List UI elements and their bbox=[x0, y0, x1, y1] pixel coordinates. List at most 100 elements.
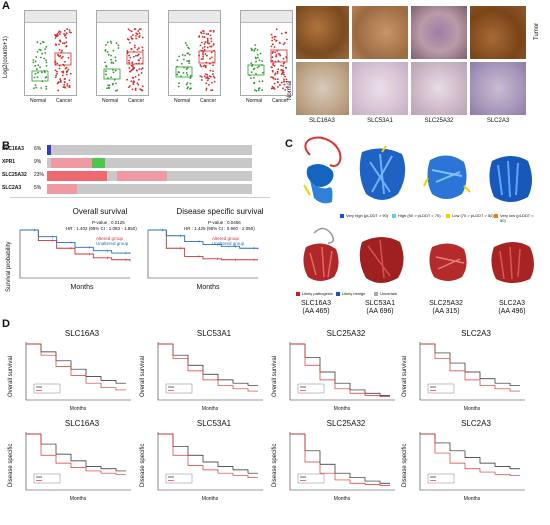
oncoprint-pct-4: 5% bbox=[34, 185, 42, 191]
normal-box bbox=[175, 66, 193, 78]
legend-swatch-uncertain bbox=[374, 292, 378, 296]
cancer-point bbox=[277, 68, 280, 71]
normal-point bbox=[185, 44, 188, 47]
cancer-point bbox=[62, 70, 65, 73]
normal-point bbox=[250, 49, 253, 52]
cancer-point bbox=[64, 60, 66, 63]
cancer-point bbox=[136, 82, 139, 85]
normal-point bbox=[178, 82, 180, 85]
cancer-point bbox=[57, 31, 60, 34]
cancer-point bbox=[202, 58, 204, 60]
cancer-point bbox=[199, 44, 202, 47]
cancer-point bbox=[128, 61, 131, 64]
cancer-point bbox=[203, 64, 206, 67]
cancer-point bbox=[132, 68, 134, 70]
km-dss-hr: HR : 1.425 (95% CI : 0.960 - 2.050) bbox=[184, 226, 255, 231]
cancer-point bbox=[208, 83, 210, 86]
normal-point bbox=[186, 82, 189, 84]
cancer-point bbox=[273, 73, 276, 76]
legend-very-high: Very high (pLDDT > 90) bbox=[346, 213, 389, 218]
cancer-point bbox=[65, 32, 68, 35]
cancer-point bbox=[54, 69, 57, 72]
normal-point bbox=[110, 42, 113, 44]
ihc-normal-slc16a3 bbox=[295, 61, 350, 116]
cancer-point bbox=[200, 31, 202, 34]
cancer-point bbox=[138, 35, 141, 37]
cancer-point bbox=[210, 29, 212, 32]
oncoprint-row-1 bbox=[47, 145, 252, 155]
struct-name-2: SLC53A1 bbox=[365, 300, 395, 307]
cancer-point bbox=[64, 33, 67, 36]
d-survival-plot bbox=[157, 342, 263, 401]
cancer-point bbox=[271, 85, 274, 88]
normal-point bbox=[250, 77, 252, 80]
cancer-point bbox=[69, 72, 72, 75]
normal-point bbox=[33, 87, 35, 90]
cancer-point bbox=[136, 48, 139, 51]
oncoprint-row-3 bbox=[47, 171, 252, 181]
cancer-point bbox=[209, 69, 212, 72]
cancer-point bbox=[139, 57, 142, 60]
normal-point bbox=[250, 62, 253, 65]
cancer-point bbox=[200, 58, 203, 61]
normal-point bbox=[189, 77, 192, 80]
km-title-dss: Disease specific survival bbox=[176, 207, 264, 216]
km-axes bbox=[147, 230, 258, 279]
oncoprint-gene-3: SLC25A32 bbox=[2, 172, 27, 178]
ihc-tumor-slc2a3 bbox=[469, 5, 527, 60]
d-axes bbox=[25, 342, 131, 401]
box-plot-panel: SLC53A1 bbox=[96, 10, 149, 96]
d-plot-title: SLC53A1 bbox=[196, 329, 232, 338]
structure-plddt-slc53a1 bbox=[359, 145, 406, 200]
normal-point bbox=[115, 82, 117, 85]
normal-point bbox=[45, 61, 48, 64]
cancer-point bbox=[209, 45, 212, 48]
cancer-box bbox=[126, 51, 144, 65]
normal-point bbox=[43, 57, 46, 60]
panel-a-y-axis-label: Log2(counts+1) bbox=[3, 36, 9, 78]
cancer-point bbox=[63, 78, 66, 80]
cancer-point bbox=[60, 57, 63, 59]
cancer-point bbox=[282, 65, 285, 67]
struct-aa-4: (AA 496) bbox=[498, 308, 526, 315]
normal-point bbox=[107, 53, 110, 56]
normal-point bbox=[110, 61, 113, 64]
struct-aa-2: (AA 696) bbox=[366, 308, 394, 315]
normal-point bbox=[256, 53, 259, 56]
normal-point bbox=[182, 71, 185, 74]
cancer-point bbox=[137, 30, 140, 32]
cancer-point bbox=[201, 47, 204, 49]
normal-point bbox=[110, 76, 112, 79]
normal-point bbox=[261, 71, 264, 74]
panel-a-label: A bbox=[2, 0, 10, 12]
normal-point bbox=[254, 56, 257, 59]
normal-point bbox=[114, 59, 117, 62]
cancer-point bbox=[277, 86, 279, 88]
cancer-point bbox=[131, 61, 134, 64]
ihc-tumor-slc53a1 bbox=[351, 5, 409, 60]
cancer-point bbox=[271, 56, 274, 59]
cancer-point bbox=[200, 76, 203, 78]
oncoprint-gene-4: SLC2A3 bbox=[2, 185, 22, 191]
normal-box bbox=[247, 64, 265, 76]
cancer-point bbox=[57, 89, 60, 92]
d-survival-curve bbox=[420, 343, 520, 386]
normal-point bbox=[186, 73, 189, 76]
cancer-point bbox=[282, 62, 285, 65]
cancer-point bbox=[54, 76, 57, 79]
normal-point bbox=[104, 61, 107, 64]
cancer-point bbox=[68, 86, 71, 89]
normal-point bbox=[107, 86, 110, 89]
normal-point bbox=[256, 49, 259, 51]
cancer-point bbox=[212, 43, 215, 46]
normal-point bbox=[45, 85, 48, 88]
normal-point bbox=[186, 87, 189, 90]
normal-point bbox=[261, 89, 263, 91]
normal-point bbox=[181, 54, 184, 56]
cancer-point bbox=[275, 55, 278, 58]
cancer-point bbox=[130, 36, 133, 38]
box-plot-svg bbox=[103, 28, 144, 92]
normal-point bbox=[185, 72, 188, 74]
box-label-normal: Normal bbox=[174, 98, 191, 104]
cancer-point bbox=[133, 81, 136, 83]
